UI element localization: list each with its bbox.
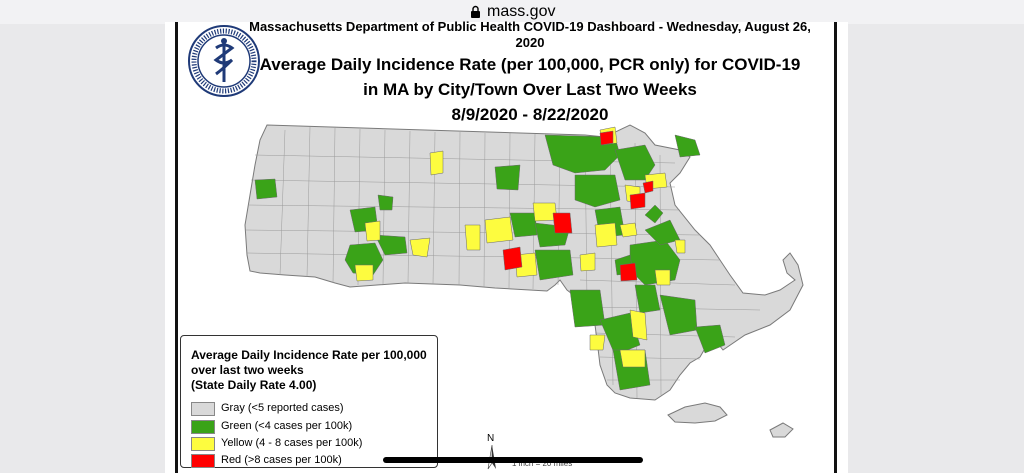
dashboard-header-line: Massachusetts Department of Public Healt… [249, 19, 811, 50]
legend-label-yellow: Yellow (4 - 8 cases per 100k) [221, 437, 363, 449]
yellow-towns [354, 126, 686, 368]
map-legend: Average Daily Incidence Rate per 100,000… [180, 335, 438, 468]
dashboard-frame [175, 22, 837, 473]
url-text[interactable]: mass.gov [487, 3, 556, 20]
north-arrow: N [482, 433, 502, 471]
legend-title: Average Daily Incidence Rate per 100,000… [191, 348, 431, 393]
north-arrow-icon [487, 444, 496, 470]
ma-town-map [244, 124, 804, 438]
browser-address-bar[interactable]: mass.gov [0, 0, 1024, 24]
legend-label-gray: Gray (<5 reported cases) [221, 402, 344, 414]
legend-label-green: Green (<4 cases per 100k) [221, 420, 353, 432]
dashboard-header: Massachusetts Department of Public Healt… [240, 19, 820, 126]
map-title-line1: Average Daily Incidence Rate (per 100,00… [259, 55, 801, 74]
legend-swatch-gray [191, 402, 215, 416]
legend-swatch-yellow [191, 437, 215, 451]
scale-label: 1 inch = 20 miles [512, 459, 573, 468]
home-indicator[interactable] [383, 457, 643, 463]
dph-seal-icon [188, 25, 260, 97]
lock-icon [471, 5, 480, 18]
legend-title-line3: (State Daily Rate 4.00) [191, 378, 317, 392]
map-title-line2: in MA by City/Town Over Last Two Weeks [363, 80, 697, 99]
legend-title-line1: Average Daily Incidence Rate per 100,000 [191, 348, 427, 362]
legend-label-red: Red (>8 cases per 100k) [221, 454, 342, 466]
legend-swatch-red [191, 454, 215, 468]
legend-swatch-green [191, 420, 215, 434]
map-title-line3: 8/9/2020 - 8/22/2020 [451, 105, 609, 124]
north-label: N [487, 433, 495, 444]
red-towns [502, 130, 654, 282]
legend-title-line2: over last two weeks [191, 363, 304, 377]
